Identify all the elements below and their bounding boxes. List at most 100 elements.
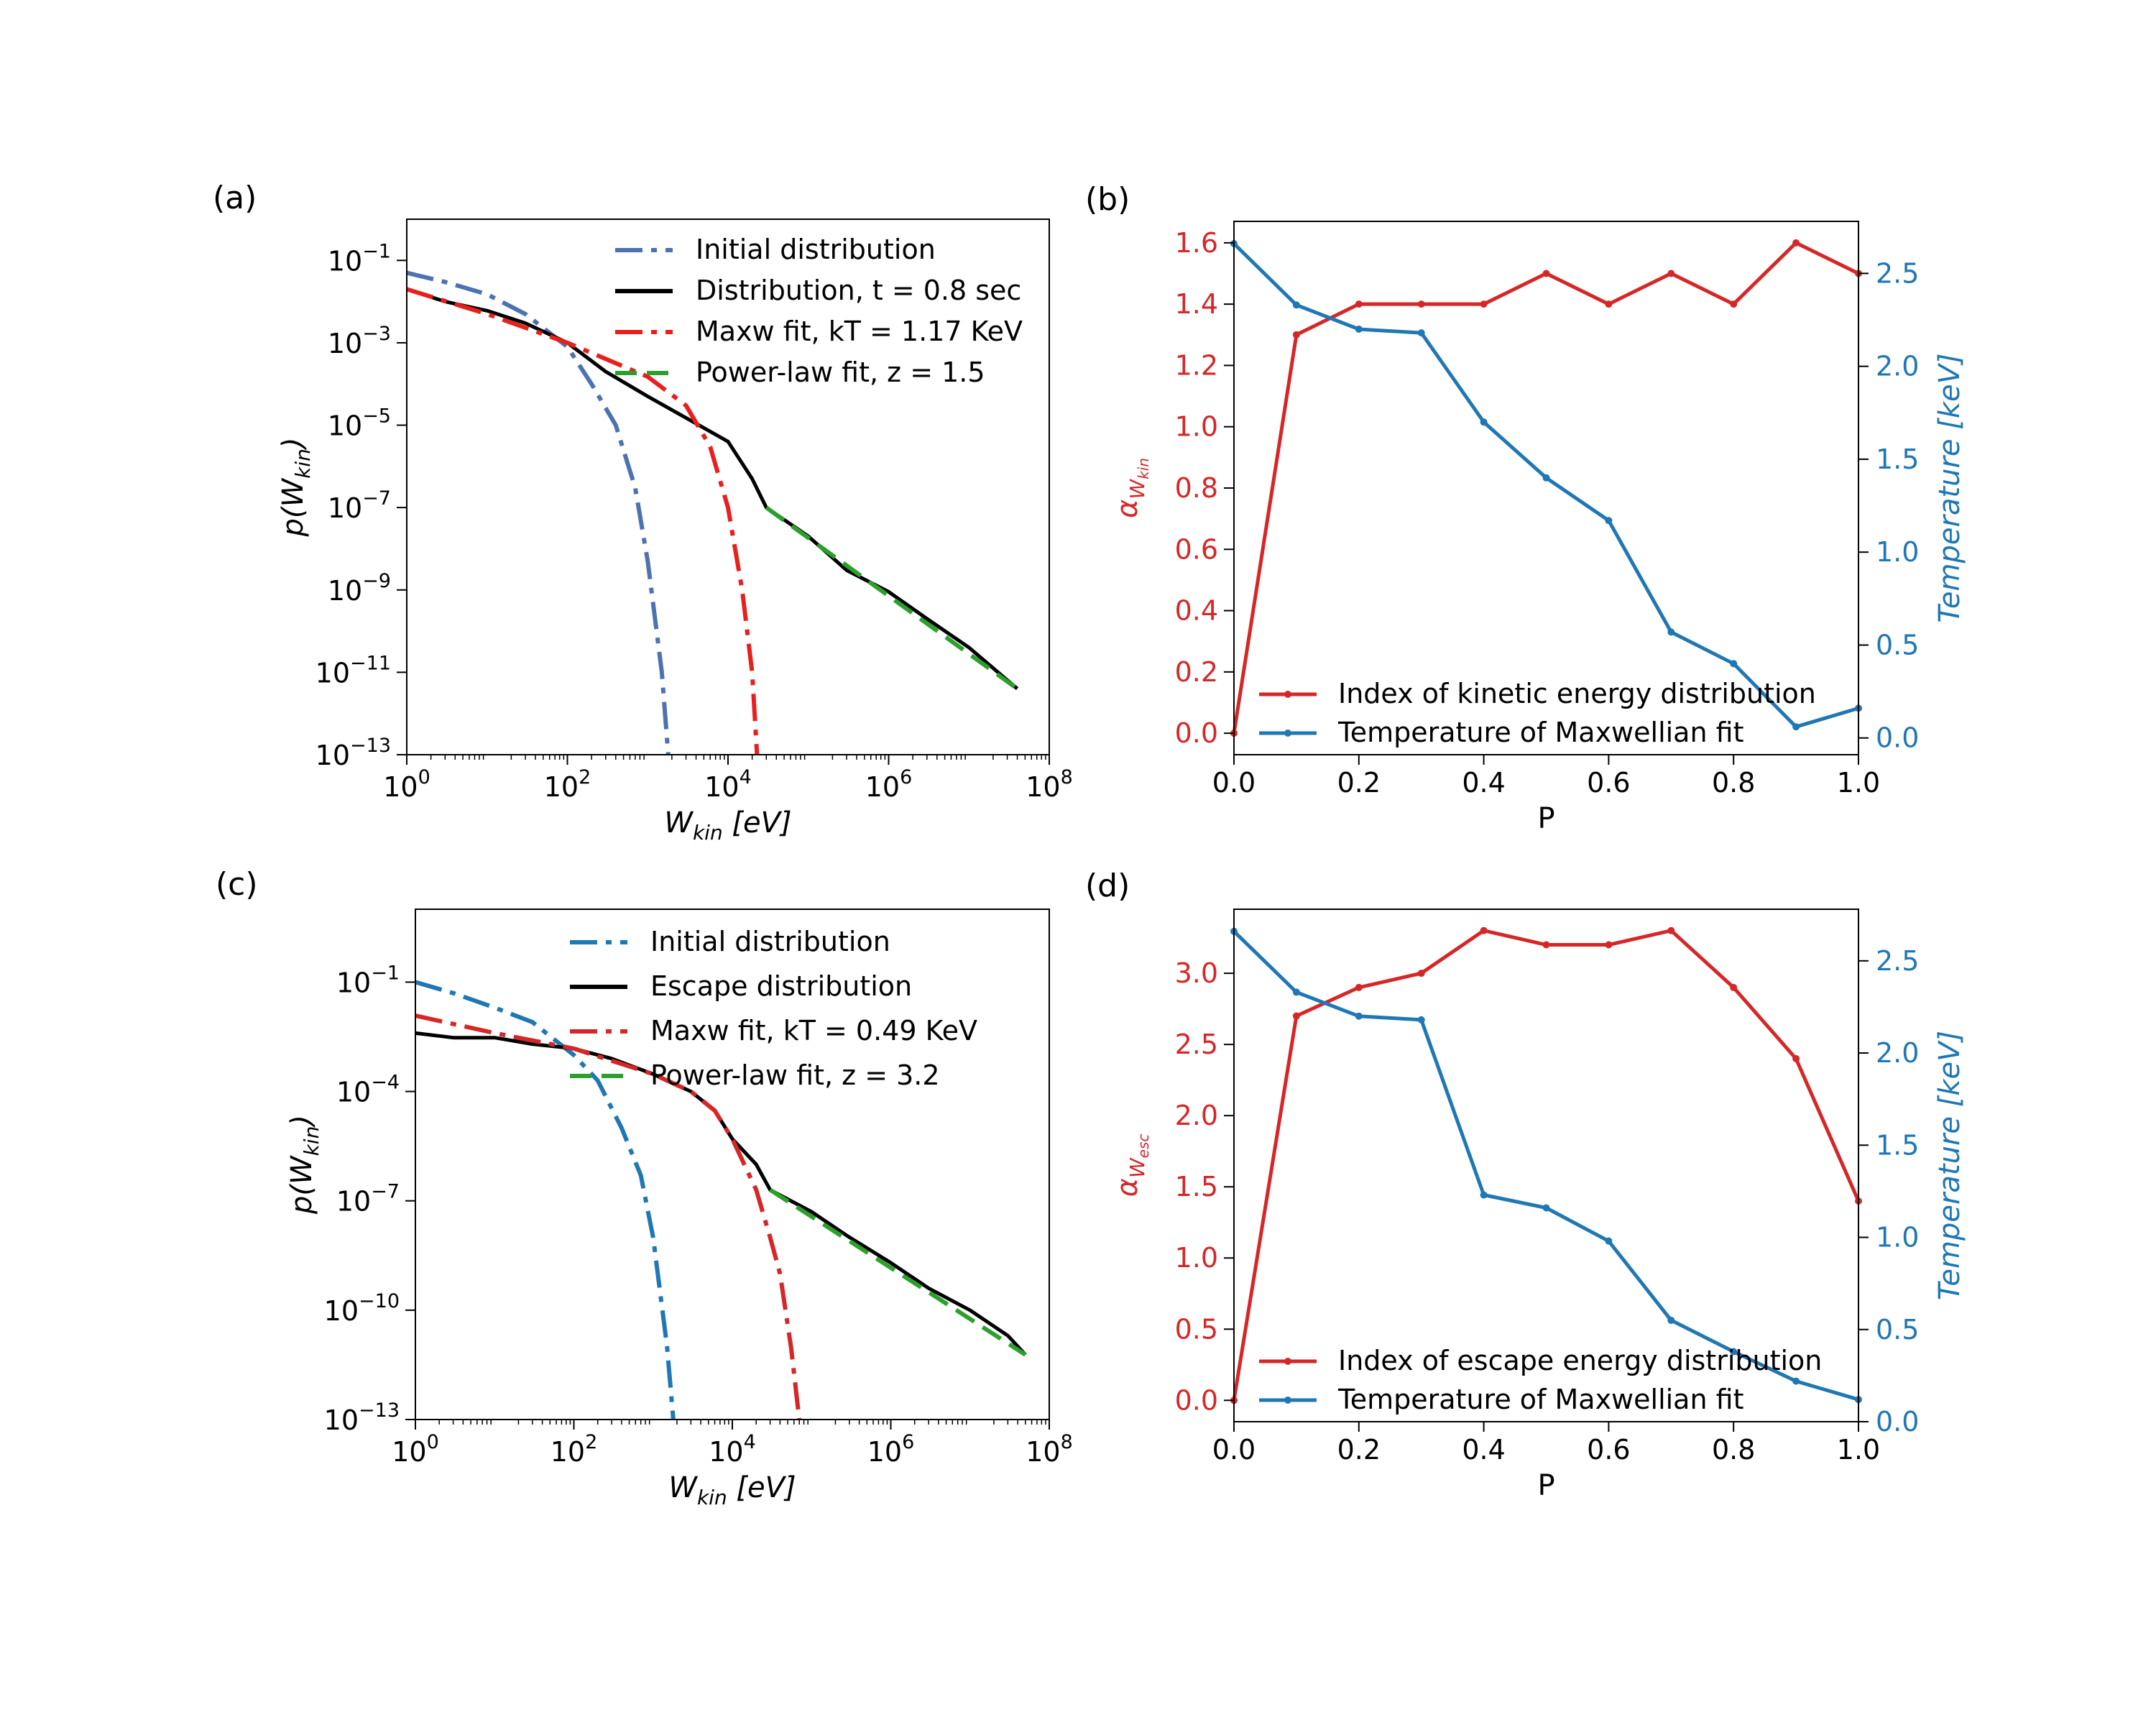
y2-tick-label: 0.0	[1876, 1406, 1919, 1438]
y-tick-label: 10−7	[336, 1181, 400, 1218]
x-tick-label: 102	[550, 1431, 598, 1468]
legend-label-1: Index of escape energy distribution	[1338, 1345, 1822, 1376]
legend-label-2: Distribution, t = 0.8 sec	[696, 275, 1021, 306]
series-point-2	[1542, 474, 1550, 482]
series-group	[407, 270, 1019, 755]
series-point-1	[1542, 270, 1550, 277]
x-tick-label: 0.8	[1712, 1434, 1755, 1466]
legend: Initial distribution Escape distribution M…	[570, 926, 977, 1091]
series-line-1	[415, 980, 676, 1420]
series-point-1	[1292, 1012, 1300, 1020]
y-tick-label: 10−5	[328, 405, 391, 442]
y-tick-label: 0.4	[1175, 595, 1218, 627]
series-point-1	[1355, 300, 1363, 308]
series-point-1	[1480, 300, 1488, 308]
series-point-2	[1792, 1377, 1800, 1385]
axes-frame	[1233, 221, 1859, 755]
series-point-2	[1417, 1016, 1425, 1024]
y-tick-label: 2.5	[1175, 1029, 1218, 1060]
legend-marker-1	[1284, 1358, 1291, 1365]
legend-label-1: Initial distribution	[650, 926, 890, 957]
x-axis-label: Wkin [eV]	[668, 1471, 796, 1509]
y-tick-label: 10−13	[324, 1399, 400, 1436]
y-tick-label: 1.0	[1175, 411, 1218, 443]
y2-axis-label: Temperature [keV]	[1933, 353, 1966, 622]
series-point-2	[1792, 723, 1800, 731]
series-point-2	[1292, 988, 1300, 996]
series-point-2	[1730, 1348, 1738, 1356]
series-point-2	[1542, 1204, 1550, 1212]
series-line-4	[768, 1187, 1027, 1357]
legend: Index of escape energy distribution Tempe…	[1259, 1345, 1822, 1415]
y-tick-label: 10−7	[328, 487, 391, 524]
series-point-1	[1355, 983, 1363, 991]
series-group	[1230, 239, 1862, 737]
panel-label: (d)	[1085, 868, 1130, 904]
x-tick-label: 0.0	[1212, 1434, 1256, 1466]
series-point-1	[1605, 300, 1613, 308]
y2-axis-label: Temperature [keV]	[1933, 1031, 1966, 1300]
y-tick-label: 0.0	[1175, 717, 1218, 749]
y-tick-label: 10−3	[328, 323, 391, 359]
y-tick-label: 10−10	[324, 1290, 400, 1327]
y-tick-label: 10−1	[336, 962, 400, 998]
series-point-2	[1480, 418, 1488, 426]
x-tick-label: 108	[1026, 1431, 1073, 1468]
y-tick-label: 2.0	[1175, 1100, 1218, 1131]
legend: Index of kinetic energy distribution Temp…	[1259, 678, 1816, 748]
series-line-2	[407, 288, 1019, 691]
x-tick-label: 0.4	[1462, 767, 1505, 799]
series-point-2	[1730, 660, 1738, 668]
series-point-1	[1605, 941, 1613, 949]
series-point-2	[1667, 628, 1675, 636]
y2-tick-label: 1.5	[1876, 443, 1919, 475]
series-line-1	[407, 270, 671, 755]
y-tick-label: 0.5	[1175, 1313, 1218, 1345]
x-tick-label: 0.6	[1587, 1434, 1630, 1466]
y2-tick-label: 2.5	[1876, 945, 1919, 977]
series-line-3	[415, 1013, 802, 1420]
series-line-1	[1232, 929, 1861, 1401]
panel-label: (a)	[213, 180, 257, 216]
series-point-1	[1730, 983, 1738, 991]
legend-label-2: Temperature of Maxwellian fit	[1337, 1384, 1743, 1415]
legend-label-3: Maxw fit, kT = 1.17 KeV	[696, 316, 1023, 347]
x-tick-label: 108	[1026, 766, 1073, 803]
x-tick-label: 104	[709, 1431, 756, 1468]
x-tick-label: 0.8	[1712, 767, 1755, 799]
y-tick-label: 3.0	[1175, 957, 1218, 989]
panel-label: (c)	[216, 866, 258, 903]
y-tick-label: 10−11	[315, 652, 391, 689]
y-tick-label: 10−4	[336, 1072, 400, 1108]
series-point-1	[1417, 970, 1425, 978]
panel-c: (c) 100 102 104 106 108 10−1 10−4 10−7 10−10 10−13…	[216, 866, 1073, 1509]
y-tick-label: 1.0	[1175, 1242, 1218, 1274]
y-tick-label: 1.2	[1175, 349, 1218, 381]
y-axis-label: p(Wkin)	[285, 1115, 323, 1215]
y2-tick-label: 1.0	[1876, 536, 1919, 568]
legend-label-3: Maxw fit, kT = 0.49 KeV	[650, 1015, 977, 1046]
y2-tick-label: 2.0	[1876, 351, 1919, 382]
x-axis-label: Wkin [eV]	[664, 806, 791, 845]
panel-b: (b) 0.0 0.2 0.4 0.6 0.8 1.0 P 0.0 0.2 0.4 0.6 0.8 1.0…	[1085, 181, 1966, 835]
x-tick-label: 0.2	[1337, 1434, 1381, 1466]
series-point-1	[1542, 941, 1550, 949]
x-tick-label: 106	[865, 766, 913, 803]
y2-tick-label: 2.5	[1876, 257, 1919, 289]
series-line-4	[765, 505, 1019, 691]
x-tick-label: 104	[704, 766, 752, 803]
panel-label: (b)	[1085, 181, 1130, 218]
series-point-2	[1355, 325, 1363, 333]
axes-frame	[1233, 908, 1859, 1422]
x-tick-label: 0.0	[1212, 767, 1256, 799]
x-tick-label: 106	[867, 1431, 915, 1468]
series-point-1	[1667, 270, 1675, 277]
y2-tick-label: 1.0	[1876, 1222, 1919, 1254]
x-tick-label: 0.6	[1587, 767, 1630, 799]
y-tick-label: 1.5	[1175, 1171, 1218, 1202]
y-tick-label: 0.0	[1175, 1384, 1218, 1416]
x-axis-label: P	[1537, 1469, 1554, 1502]
x-tick-label: 100	[383, 766, 430, 803]
x-tick-label: 100	[392, 1431, 439, 1468]
legend-label-2: Escape distribution	[650, 970, 912, 1002]
